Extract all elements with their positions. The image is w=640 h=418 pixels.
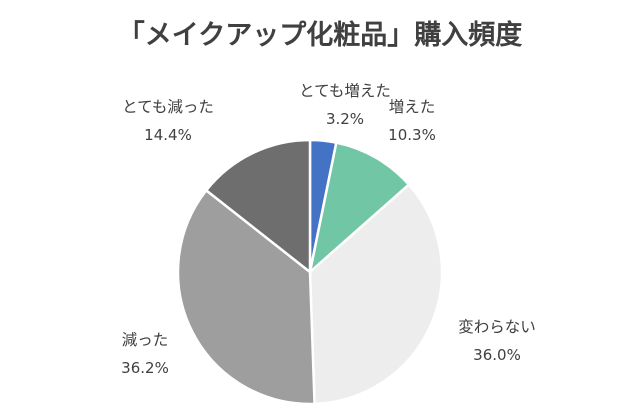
slice-value-label-5: 14.4% xyxy=(144,126,192,144)
pie-slice-3 xyxy=(308,183,444,406)
slice-label-2: 増えた xyxy=(389,98,436,116)
slice-label-4: 減った xyxy=(122,331,169,349)
slice-value-label-1: 3.2% xyxy=(326,110,364,128)
slice-label-1: とても増えた xyxy=(299,82,391,100)
pie-slice-2 xyxy=(308,141,411,274)
pie-slice-4 xyxy=(176,189,316,406)
pie-slice-5 xyxy=(205,138,312,274)
pie-slices xyxy=(176,138,444,406)
slice-label-3: 変わらない xyxy=(458,318,536,336)
slice-label-5: とても減った xyxy=(122,98,214,116)
slice-value-label-3: 36.0% xyxy=(473,346,521,364)
chart-title: 「メイクアップ化粧品」購入頻度 xyxy=(118,19,522,51)
slice-value-label-4: 36.2% xyxy=(121,359,169,377)
pie-labels: とても増えた 3.2% 増えた 10.3% 変わらない 36.0% 減った 36.2% とても減… xyxy=(121,82,536,377)
slice-value-label-2: 10.3% xyxy=(388,126,436,144)
